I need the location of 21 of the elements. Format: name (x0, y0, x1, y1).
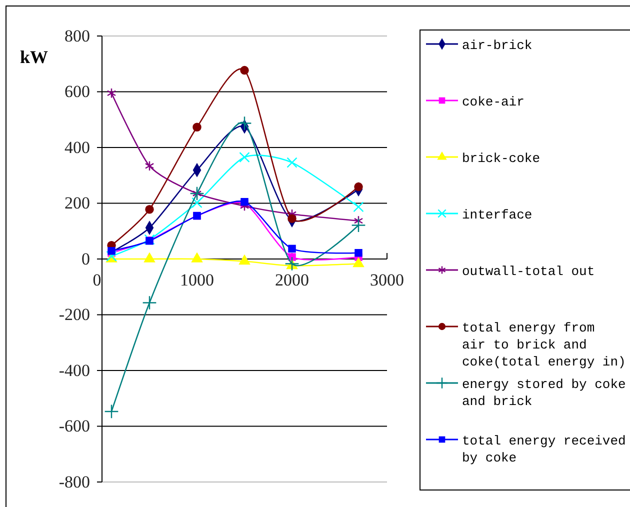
y-tick-label: -600 (58, 416, 90, 436)
y-tick-label: 200 (64, 194, 90, 213)
y-tick-label: 600 (64, 82, 90, 102)
legend-label: outwall-total out (462, 264, 595, 279)
y-tick-label: -400 (58, 360, 90, 380)
x-tick-label: 3000 (370, 270, 404, 290)
x-tick-label: 1000 (180, 270, 214, 290)
y-tick-label: 400 (64, 138, 90, 157)
y-tick-label: 800 (64, 26, 90, 46)
legend-label: energy stored by coke and brick (462, 377, 626, 409)
legend-label: interface (462, 208, 532, 222)
x-tick-label: 2000 (275, 270, 309, 290)
legend-label: coke-air (462, 94, 524, 110)
legend-label: air-brick (462, 38, 532, 53)
legend-label: total energy received by coke (462, 434, 626, 466)
legend-label: total energy from air to brick and coke(total energy in) (462, 320, 626, 370)
y-tick-label: -200 (58, 305, 90, 324)
y-axis-title: kW (20, 47, 48, 67)
y-tick-label: -800 (58, 472, 90, 492)
legend-label: brick-coke (462, 151, 540, 166)
y-tick-label: 0 (82, 249, 90, 268)
